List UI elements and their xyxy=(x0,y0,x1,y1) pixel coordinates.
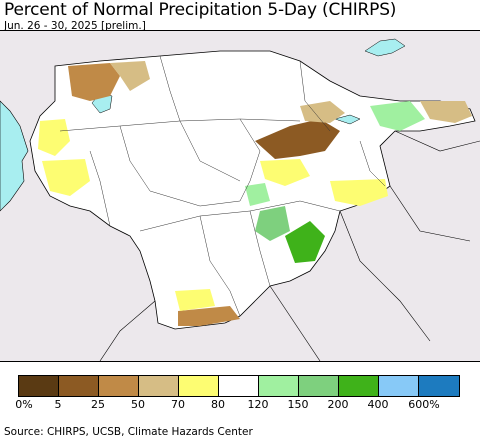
legend-tick-label: 600% xyxy=(408,398,440,411)
wet-patch-afghan-east-light xyxy=(255,206,290,241)
legend-tick-label: 70 xyxy=(171,398,185,411)
map-title: Percent of Normal Precipitation 5-Day (C… xyxy=(4,0,397,20)
dry-patch-kyrgyz-light xyxy=(300,101,345,123)
outer-borders xyxy=(99,130,480,361)
yellow-patch-southwest xyxy=(42,159,90,196)
dry-patch-north xyxy=(68,63,120,101)
source-credit: Source: CHIRPS, UCSB, Climate Hazards Ce… xyxy=(4,426,253,438)
legend-tick-label: 5 xyxy=(54,398,62,411)
legend-swatch-10 xyxy=(419,376,459,396)
legend-tick-label: 0% xyxy=(15,398,33,411)
legend-tick-label: 120 xyxy=(247,398,269,411)
legend-tick-label: 25 xyxy=(91,398,105,411)
legend-colorbar xyxy=(18,375,460,397)
lake-issyk-kul xyxy=(334,114,361,125)
caspian-sea xyxy=(0,100,29,212)
legend-tick-label: 200 xyxy=(327,398,349,411)
lake-balkhash xyxy=(364,38,406,57)
legend-swatch-1 xyxy=(59,376,99,396)
legend-swatch-6 xyxy=(259,376,299,396)
yellow-patch-tajik xyxy=(260,159,310,186)
legend-swatch-5 xyxy=(219,376,259,396)
legend-swatch-3 xyxy=(139,376,179,396)
yellow-patch-east xyxy=(330,179,388,206)
dry-patch-north-light xyxy=(110,61,150,91)
wet-patch-afghan-east xyxy=(285,221,325,263)
legend-swatch-4 xyxy=(179,376,219,396)
legend-swatch-8 xyxy=(339,376,379,396)
legend-tick-label: 80 xyxy=(211,398,225,411)
wet-patch-northeast xyxy=(370,101,425,131)
yellow-patch-south xyxy=(175,289,215,311)
legend-swatch-9 xyxy=(379,376,419,396)
wet-patch-afghan-scatter xyxy=(245,183,270,206)
legend-tick-label: 50 xyxy=(131,398,145,411)
legend-tick-label: 150 xyxy=(287,398,309,411)
precipitation-map xyxy=(0,38,480,361)
legend-swatch-7 xyxy=(299,376,339,396)
map-area xyxy=(0,30,480,362)
legend-swatch-0 xyxy=(19,376,59,396)
dry-patch-kyrgyz xyxy=(255,119,340,159)
yellow-patch-west xyxy=(38,119,70,156)
legend-tick-label: 400 xyxy=(367,398,389,411)
dry-patch-south xyxy=(178,306,240,326)
map-subtitle: Jun. 26 - 30, 2025 [prelim.] xyxy=(4,20,146,32)
admin-boundaries xyxy=(59,55,386,317)
dry-patch-east xyxy=(420,101,472,123)
legend-swatch-2 xyxy=(99,376,139,396)
